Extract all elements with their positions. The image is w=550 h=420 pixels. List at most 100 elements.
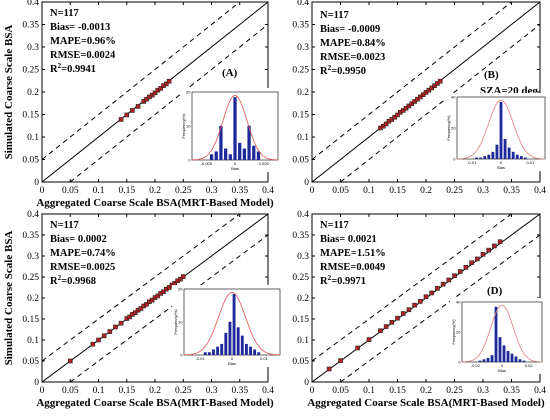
stat-line: R2=0.9941 [50,62,96,75]
inset-x-tick-label: 0.01 [526,160,535,165]
histogram-bar [238,142,242,160]
y-tick-label: 0.35 [22,231,39,241]
stat-line: N=117 [320,220,349,231]
histogram-bar [203,352,207,355]
inset-x-label: Bias [497,165,505,170]
inset-y-tick-label: 20 [451,126,456,131]
data-point [166,78,172,84]
x-tick-label: 0.4 [534,186,546,196]
y-tick-label: 0.35 [292,21,309,31]
data-point [161,289,166,295]
x-axis-label: Aggregated Coarse Scale BSA(MRT-Based Mo… [36,397,274,409]
data-point [435,286,440,291]
y-tick-label: 0.3 [27,252,39,262]
upper-bound-line [312,2,512,160]
y-tick-label: 0.2 [27,88,39,98]
histogram-bar [511,151,515,159]
data-point [326,366,332,372]
stat-line: RMSE=0.0025 [50,262,115,273]
inset-x-tick-label: 0 [231,356,234,361]
x-tick-label: 0.35 [503,386,520,396]
histogram-bar [519,156,523,159]
data-point [383,324,389,329]
histogram-bar [219,125,223,160]
y-tick-label: 0.25 [292,273,309,283]
x-tick-label: 0 [40,386,45,396]
lower-bound-line [69,24,268,182]
data-point [474,256,480,262]
stat-line: MAPE=0.74% [50,248,116,259]
stat-line: Bias= -0.0013 [50,22,110,33]
histogram-bar [491,151,495,159]
x-tick-label: 0.25 [175,386,192,396]
y-tick-label: 0.4 [27,210,39,220]
data-point [67,358,73,364]
histogram-bar [207,352,211,355]
data-point [135,104,141,109]
histogram-bar [233,97,237,160]
data-point [389,320,395,325]
histogram-bar [523,157,527,159]
stat-line: RMSE=0.0024 [50,50,116,61]
x-tick-label: 0.25 [446,386,463,396]
histogram-bar [212,349,215,355]
data-point [138,306,144,311]
data-point [113,324,118,330]
stat-line: MAPE=1.51% [320,248,386,259]
stat-line: MAPE=0.96% [50,36,116,47]
inset-x-tick-label: 0.005 [259,161,270,166]
histogram-bar [478,360,482,362]
lower-bound-line [340,24,540,182]
histogram-bar [253,349,257,355]
data-point [164,81,169,87]
histogram-bar [503,139,507,159]
stat-line: N=117 [50,8,79,19]
histogram-bar [506,350,510,362]
x-tick-label: 0.1 [93,386,105,396]
histogram-bar [499,101,503,159]
x-tick-label: 0.05 [332,386,349,396]
x-axis-label: Aggregated Coarse Scale BSA(MRT-Based Mo… [36,197,274,209]
histogram-bar [475,157,479,159]
data-point [366,337,372,342]
histogram-bar [482,359,486,362]
x-tick-label: 0.15 [389,386,406,396]
data-point [497,239,503,245]
data-point [383,121,389,127]
data-point [469,260,474,266]
x-tick-label: 0 [310,386,315,396]
y-tick-label: 0.4 [297,210,309,220]
histogram-bar [495,144,499,159]
x-tick-label: 0.15 [389,186,406,196]
x-axis-label: Aggregated Coarse Scale BSA(MRT-Based Mo… [307,397,545,409]
y-tick-label: 0.2 [27,294,39,304]
data-point [127,314,132,320]
data-point [423,294,429,300]
x-tick-label: 0.05 [62,386,79,396]
data-point [152,90,158,96]
x-tick-label: 0.3 [477,386,489,396]
histogram-bar [487,154,491,159]
histogram-bar [242,148,247,160]
data-point [457,269,463,274]
data-point [437,78,443,84]
x-tick-label: 0.35 [231,186,248,196]
data-point [155,293,161,299]
histogram-bar [257,352,261,355]
inset-x-label: Bias [498,368,506,373]
data-point [417,299,423,304]
x-tick-label: 0.2 [420,386,432,396]
inset-x-tick-label: 0.01 [260,356,269,361]
histogram-bar [486,357,490,362]
normal-fit-curve [191,94,279,161]
x-tick-label: 0.15 [118,386,135,396]
y-tick-label: 0.25 [22,273,39,283]
x-tick-label: 0.2 [149,386,161,396]
stat-line: R2=0.9968 [50,274,96,287]
inset-y-tick-label: 10 [178,320,183,325]
data-point [124,112,130,118]
upper-bound-line [42,2,241,160]
x-tick-label: 0.1 [363,386,375,396]
data-point [118,117,124,122]
